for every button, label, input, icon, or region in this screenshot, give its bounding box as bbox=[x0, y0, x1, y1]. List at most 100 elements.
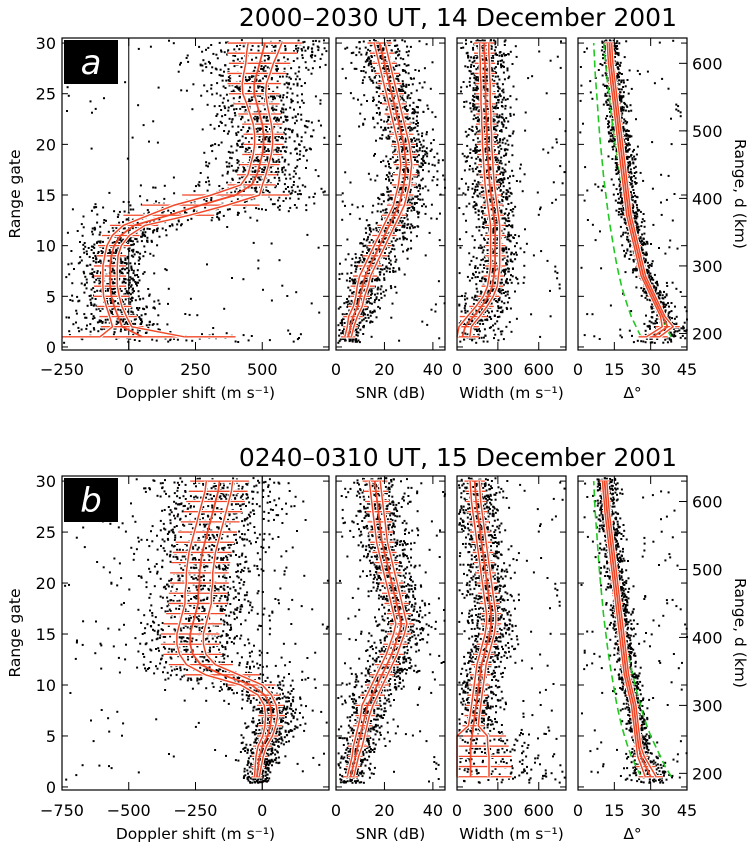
y-tick-label-left: 15 bbox=[36, 186, 56, 205]
y-tick-label-right: 400 bbox=[692, 189, 723, 208]
envelope-lower-b-2 bbox=[346, 481, 397, 777]
y-tick-label-left: 20 bbox=[36, 135, 56, 154]
envelope-lower-a-4 bbox=[606, 43, 664, 338]
median-line-a-4 bbox=[608, 43, 669, 338]
x-tick-label: 0 bbox=[331, 360, 341, 379]
median-line-b-2 bbox=[349, 480, 403, 777]
envelope-lower-b-3 bbox=[456, 481, 488, 777]
envelope-lower-a-1 bbox=[99, 42, 256, 338]
y-tick-label-left: 25 bbox=[36, 85, 56, 104]
x-tick-label: 0 bbox=[452, 801, 462, 820]
x-tick-label: −250 bbox=[40, 360, 84, 379]
x-tick-label: −500 bbox=[107, 801, 151, 820]
y-tick-label-left: 10 bbox=[36, 676, 56, 695]
panel-a-4: 0 15 30 45 Δ° bbox=[573, 37, 697, 402]
panel-a-2: 0 20 40 SNR (dB) bbox=[331, 37, 446, 402]
envelope-upper-b-1 bbox=[202, 481, 279, 777]
x-axis-label: Δ° bbox=[623, 825, 641, 843]
x-tick-label: 30 bbox=[640, 801, 660, 820]
panel-frame bbox=[456, 475, 567, 791]
envelope-upper-b-2 bbox=[353, 481, 408, 777]
envelope-lower-b-1 bbox=[176, 481, 267, 777]
x-axis-label: Width (m s⁻¹) bbox=[459, 384, 564, 402]
y-tick-label-left: 30 bbox=[36, 472, 56, 491]
panel-badge-a bbox=[64, 40, 118, 84]
panel-a-1: −250 0 250 500 Doppler shift (m s⁻¹) bbox=[40, 37, 330, 402]
panel-b-3: 0 300 600 Width (m s⁻¹) bbox=[452, 475, 567, 843]
x-tick-label: −250 bbox=[174, 801, 218, 820]
panel-badge-b bbox=[64, 478, 118, 522]
y-tick-label-right: 600 bbox=[692, 492, 723, 511]
panel-b-4: 0 15 30 45 Δ° bbox=[573, 475, 697, 843]
y-tick-label-right: 500 bbox=[692, 122, 723, 141]
figure-a-title: 2000–2030 UT, 14 December 2001 bbox=[239, 3, 677, 32]
figure-b: 0240–0310 UT, 15 December 2001 −750 −500−… bbox=[6, 443, 749, 843]
y-tick-label-left: 5 bbox=[46, 287, 56, 306]
y-tick-label-left: 5 bbox=[46, 727, 56, 746]
envelope-upper-a-4 bbox=[610, 43, 675, 338]
x-tick-label: 30 bbox=[640, 360, 660, 379]
y-tick-label-right: 200 bbox=[692, 764, 723, 783]
x-tick-label: 0 bbox=[124, 360, 134, 379]
x-tick-label: 0 bbox=[573, 801, 583, 820]
x-axis-label: Width (m s⁻¹) bbox=[459, 825, 564, 843]
x-tick-label: 300 bbox=[483, 801, 514, 820]
x-tick-label: 20 bbox=[374, 360, 394, 379]
y-tick-label-right: 500 bbox=[692, 560, 723, 579]
y-tick-label-left: 15 bbox=[36, 625, 56, 644]
panel-frame bbox=[577, 37, 688, 351]
x-tick-label: 15 bbox=[604, 801, 624, 820]
x-axis-label: SNR (dB) bbox=[356, 384, 426, 402]
y-tick-label-left: 0 bbox=[46, 778, 56, 797]
median-line-b-3 bbox=[469, 481, 493, 777]
x-tick-label: 0 bbox=[573, 360, 583, 379]
median-line-b-1 bbox=[189, 480, 273, 777]
envelope-lower-a-3 bbox=[456, 43, 492, 337]
x-tick-label: 15 bbox=[604, 360, 624, 379]
x-axis-label: Doppler shift (m s⁻¹) bbox=[116, 825, 275, 843]
y-tick-label-right: 300 bbox=[692, 257, 723, 276]
panel-frame bbox=[577, 475, 688, 791]
x-tick-label: 600 bbox=[523, 360, 554, 379]
x-tick-label: 600 bbox=[523, 801, 554, 820]
scatter-a-3 bbox=[458, 39, 567, 344]
y-tick-label-left: 25 bbox=[36, 523, 56, 542]
y-tick-label-right: 300 bbox=[692, 696, 723, 715]
y-tick-label-right: 600 bbox=[692, 54, 723, 73]
envelope-upper-b-4 bbox=[606, 481, 657, 778]
x-tick-label: 300 bbox=[483, 360, 514, 379]
panel-a-3: 0 300 600 Width (m s⁻¹) bbox=[452, 37, 567, 402]
panel-frame bbox=[335, 37, 446, 351]
figure-a: 2000–2030 UT, 14 December 2001 −250 0 250 5… bbox=[6, 3, 749, 402]
x-tick-label: 0 bbox=[331, 801, 341, 820]
y-tick-label-left: 0 bbox=[46, 338, 56, 357]
x-axis-label: Doppler shift (m s⁻¹) bbox=[116, 384, 275, 402]
panel-frame bbox=[335, 475, 446, 791]
y-tick-label-left: 30 bbox=[36, 34, 56, 53]
envelope-lower-a-2 bbox=[344, 42, 402, 337]
y-tick-label-left: 20 bbox=[36, 574, 56, 593]
panel-badge-letter-b: b bbox=[80, 481, 102, 521]
median-line-a-2 bbox=[347, 42, 408, 338]
panel-badge-letter-a: a bbox=[81, 43, 102, 83]
panel-b-1: −750 −500 −250 0 Doppler shift (m s⁻¹) bbox=[40, 475, 330, 843]
envelope-upper-a-3 bbox=[469, 43, 501, 337]
y-axis-label-left: Range gate bbox=[6, 588, 24, 677]
y-axis-label-right: Range, d (km) bbox=[731, 139, 749, 249]
x-tick-label: 20 bbox=[374, 801, 394, 820]
x-axis-label: Δ° bbox=[623, 384, 641, 402]
panel-b-2: 0 20 40 SNR (dB) bbox=[331, 475, 446, 843]
x-tick-label: 45 bbox=[677, 801, 697, 820]
median-line-a-3 bbox=[461, 43, 497, 338]
spread-bars-b-3 bbox=[457, 479, 512, 779]
envelope-upper-a-2 bbox=[350, 42, 413, 337]
x-tick-label: 40 bbox=[423, 801, 443, 820]
x-tick-label: 45 bbox=[677, 360, 697, 379]
x-tick-label: 500 bbox=[247, 360, 278, 379]
median-line-a-1 bbox=[109, 42, 266, 338]
y-axis-label-left: Range gate bbox=[6, 149, 24, 238]
x-tick-label: 40 bbox=[423, 360, 443, 379]
x-tick-label: 250 bbox=[180, 360, 211, 379]
envelope-upper-a-1 bbox=[116, 42, 283, 338]
